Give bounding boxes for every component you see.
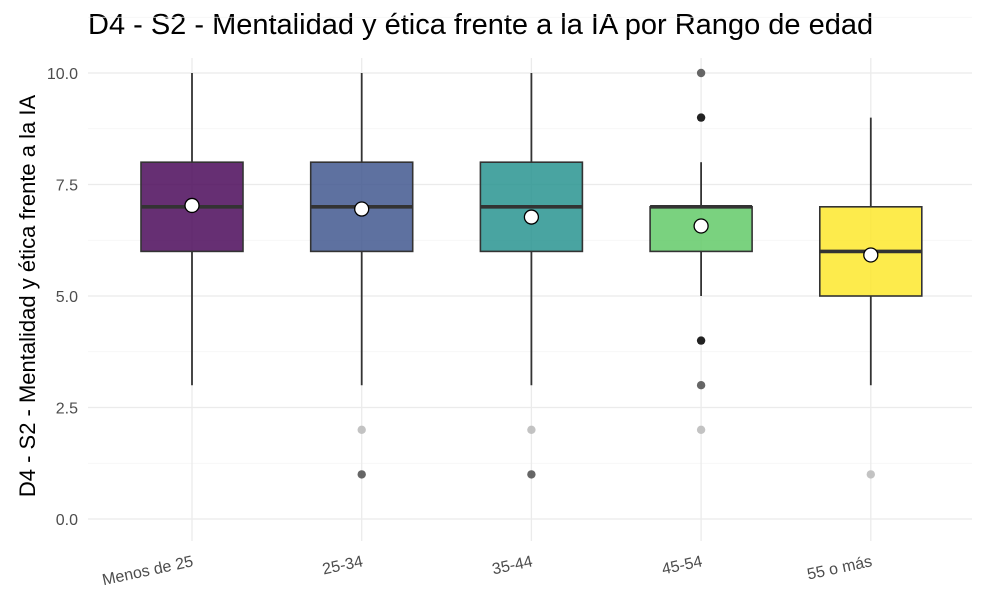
y-tick-label: 7.5 xyxy=(56,178,78,195)
outlier-point xyxy=(866,470,875,479)
box-1 xyxy=(140,73,244,386)
mean-marker xyxy=(863,247,879,263)
outlier-point xyxy=(357,425,366,434)
box-4 xyxy=(649,68,753,434)
outlier-point xyxy=(357,470,366,479)
y-tick-label: 2.5 xyxy=(56,401,78,418)
x-tick-label: 55 o más xyxy=(806,553,874,583)
outlier-point xyxy=(696,381,706,390)
mean-marker xyxy=(523,209,540,225)
y-tick-label: 10.0 xyxy=(47,66,78,83)
mean-marker xyxy=(184,197,200,214)
x-tick-label: 45-54 xyxy=(660,553,704,578)
outlier-point xyxy=(696,336,706,345)
outlier-point xyxy=(696,425,706,434)
y-axis-label: D4 - S2 - Mentalidad y ética frente a la… xyxy=(15,95,40,498)
outlier-point xyxy=(527,425,536,434)
outlier-point xyxy=(696,68,706,78)
outlier-point xyxy=(527,470,536,479)
y-tick-label: 5.0 xyxy=(56,289,78,306)
boxes xyxy=(140,68,923,479)
chart-title: D4 - S2 - Mentalidad y ética frente a la… xyxy=(88,9,873,41)
y-tick-label: 0.0 xyxy=(56,512,78,529)
box-5 xyxy=(818,117,923,479)
mean-marker xyxy=(354,201,370,217)
box-2 xyxy=(309,73,414,479)
box-3 xyxy=(479,73,584,479)
x-tick-label: Menos de 25 xyxy=(101,553,195,589)
mean-marker xyxy=(693,218,709,234)
y-axis-ticks: 0.0 2.5 5.0 7.5 10.0 xyxy=(47,66,78,529)
outlier-point xyxy=(696,113,706,122)
x-tick-label: 35-44 xyxy=(491,553,535,578)
x-axis-ticks: Menos de 25 25-34 35-44 45-54 55 o más xyxy=(101,553,874,589)
x-tick-label: 25-34 xyxy=(321,553,365,578)
